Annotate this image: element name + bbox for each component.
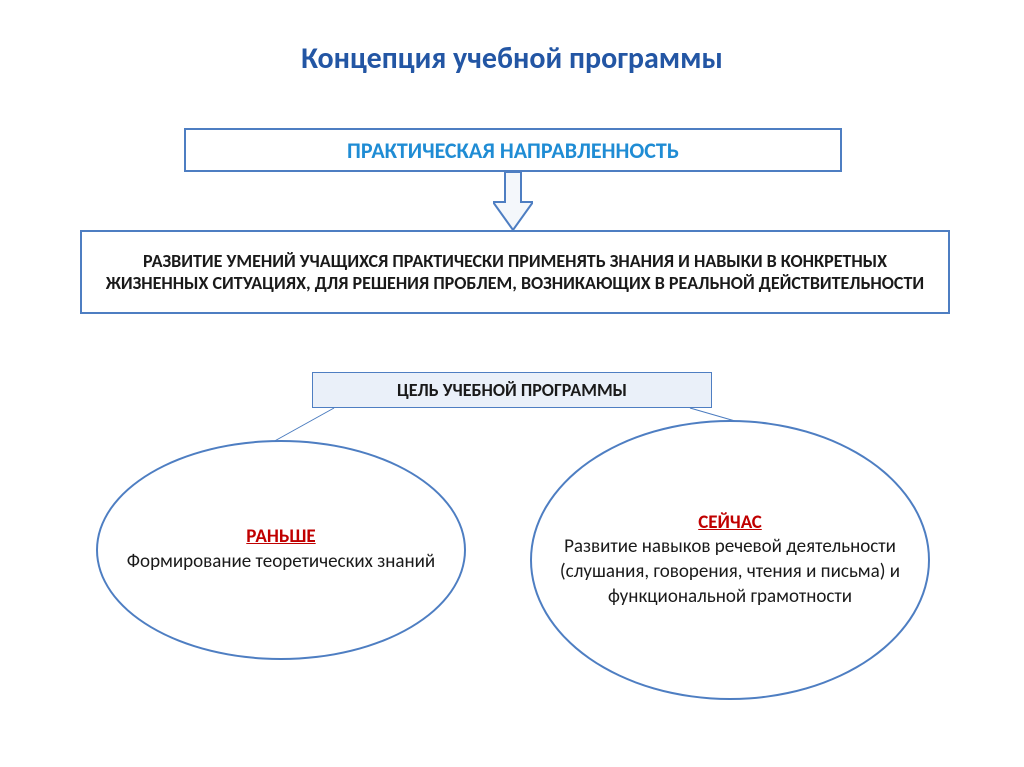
now-heading: СЕЙЧАС [698,511,762,536]
before-heading: РАНЬШЕ [246,525,315,550]
program-goal-box: ЦЕЛЬ УЧЕБНОЙ ПРОГРАММЫ [312,372,712,408]
page-title: Концепция учебной программы [0,0,1024,77]
down-arrow-icon [493,172,533,230]
now-body: Развитие навыков речевой деятельности (с… [542,535,918,609]
practical-orientation-box: ПРАКТИЧЕСКАЯ НАПРАВЛЕННОСТЬ [184,128,842,172]
before-body: Формирование теоретических знаний [127,550,435,575]
development-description-box: РАЗВИТИЕ УМЕНИЙ УЧАЩИХСЯ ПРАКТИЧЕСКИ ПРИ… [80,230,950,314]
now-ellipse: СЕЙЧАС Развитие навыков речевой деятельн… [530,420,930,700]
before-ellipse: РАНЬШЕ Формирование теоретических знаний [96,440,466,660]
